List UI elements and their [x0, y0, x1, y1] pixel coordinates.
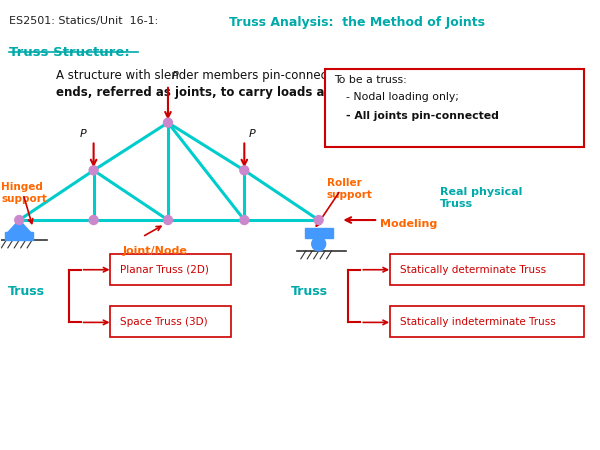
Text: Hinged
support: Hinged support [1, 182, 47, 204]
Text: Space Truss (3D): Space Truss (3D) [121, 317, 208, 328]
FancyBboxPatch shape [110, 306, 232, 338]
Circle shape [312, 237, 326, 251]
Text: Truss Analysis:  the Method of Joints: Truss Analysis: the Method of Joints [229, 16, 485, 29]
Circle shape [15, 216, 23, 225]
Text: Statically indeterminate Truss: Statically indeterminate Truss [400, 317, 556, 328]
Text: Modeling: Modeling [380, 219, 437, 229]
Text: P: P [172, 71, 179, 81]
Text: A structure with slender members pin-connected at their: A structure with slender members pin-con… [56, 69, 394, 82]
Text: Truss Structure:: Truss Structure: [10, 46, 130, 59]
Circle shape [314, 216, 323, 225]
Text: - All joints pin-connected: - All joints pin-connected [346, 111, 499, 121]
Text: Truss: Truss [8, 285, 46, 298]
Text: ends, referred as joints, to carry loads at the joints.: ends, referred as joints, to carry loads… [56, 86, 402, 99]
Text: Statically determinate Truss: Statically determinate Truss [400, 265, 546, 274]
Polygon shape [7, 220, 31, 233]
Text: Real physical
Truss: Real physical Truss [440, 187, 522, 209]
Text: To be a truss:: To be a truss: [335, 75, 407, 85]
Text: Joint/Node: Joint/Node [122, 246, 187, 256]
Circle shape [89, 166, 98, 175]
Circle shape [240, 216, 249, 225]
Circle shape [240, 166, 249, 175]
Text: - Nodal loading only;: - Nodal loading only; [346, 92, 460, 102]
Circle shape [164, 118, 172, 127]
FancyBboxPatch shape [325, 69, 584, 148]
Text: P: P [248, 129, 255, 139]
Text: Roller
support: Roller support [326, 178, 373, 200]
Bar [305, 228, 332, 238]
FancyBboxPatch shape [110, 254, 232, 285]
Text: Truss: Truss [291, 285, 328, 298]
FancyBboxPatch shape [390, 254, 584, 285]
Circle shape [164, 216, 172, 225]
Bar [5, 232, 33, 240]
Text: P: P [80, 129, 86, 139]
Text: ES2501: Statics/Unit  16-1:: ES2501: Statics/Unit 16-1: [10, 16, 158, 26]
FancyBboxPatch shape [390, 306, 584, 338]
Circle shape [89, 216, 98, 225]
Text: Planar Truss (2D): Planar Truss (2D) [121, 265, 209, 274]
